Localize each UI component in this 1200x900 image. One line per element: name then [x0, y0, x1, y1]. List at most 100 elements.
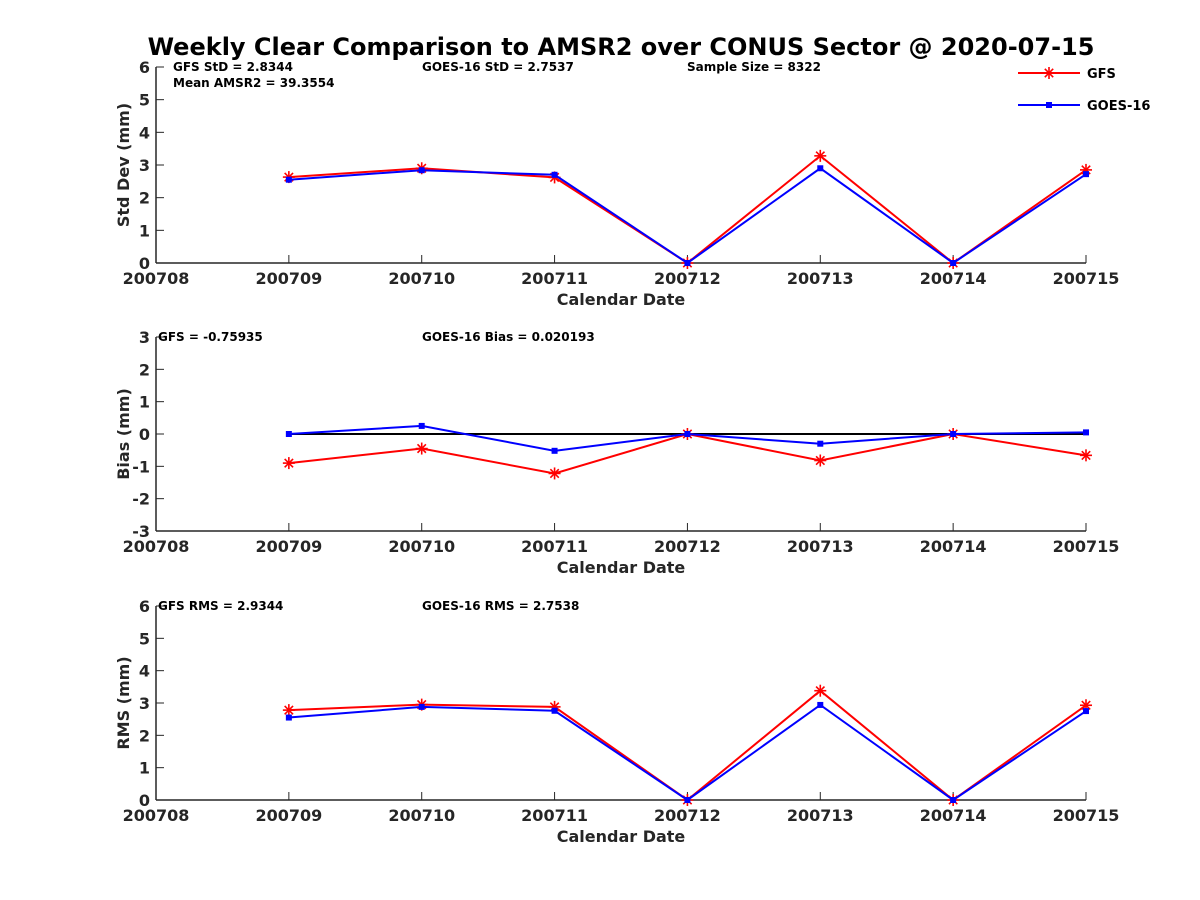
data-point-gfs	[814, 454, 827, 467]
data-point-goes-16	[950, 260, 957, 266]
x-tick-label: 200711	[521, 806, 588, 825]
stat-annotation: GOES-16 StD = 2.7537	[422, 60, 574, 74]
y-tick-label: -3	[132, 522, 150, 541]
x-tick-label: 200714	[920, 269, 987, 288]
data-point-goes-16	[285, 176, 292, 183]
y-tick-label: 3	[139, 328, 150, 347]
y-tick-label: 6	[139, 58, 150, 77]
data-point-goes-16	[817, 440, 824, 447]
stat-annotation: Sample Size = 8322	[687, 60, 821, 74]
legend-marker-square	[1046, 102, 1052, 108]
x-tick-label: 200712	[654, 806, 721, 825]
stat-annotation: GOES-16 Bias = 0.020193	[422, 330, 595, 344]
y-axis-label: Std Dev (mm)	[114, 103, 133, 227]
x-tick-label: 200708	[123, 269, 190, 288]
x-tick-label: 200710	[388, 269, 455, 288]
x-tick-label: 200709	[255, 537, 322, 556]
x-tick-label: 200713	[787, 806, 854, 825]
legend: GFS GOES-16	[1018, 67, 1150, 114]
figure-title: Weekly Clear Comparison to AMSR2 over CO…	[148, 33, 1095, 61]
x-tick-label: 200712	[654, 537, 721, 556]
data-point-gfs	[282, 704, 295, 717]
data-point-goes-16	[285, 431, 292, 437]
series-line-goes-16	[288, 703, 1087, 802]
chart-panel-2: -3 -2 -1 0 1 2 3 200708 200709 200710 200711 200712…	[114, 328, 1119, 577]
data-point-goes-16	[285, 714, 292, 721]
y-tick-label: 4	[139, 662, 150, 681]
data-point-gfs	[814, 149, 827, 162]
y-axis-label: Bias (mm)	[114, 388, 133, 480]
data-point-goes-16	[817, 165, 824, 172]
x-tick-label: 200714	[920, 537, 987, 556]
data-point-gfs	[415, 442, 428, 455]
y-tick-label: 0	[139, 254, 150, 273]
x-axis-label: Calendar Date	[557, 558, 686, 577]
y-tick-label: 4	[139, 123, 150, 142]
y-tick-label: 1	[139, 221, 150, 240]
stat-annotation: Mean AMSR2 = 39.3554	[173, 76, 334, 90]
x-tick-label: 200713	[787, 269, 854, 288]
data-point-goes-16	[817, 701, 824, 708]
data-point-gfs	[814, 684, 827, 697]
x-tick-label: 200709	[255, 269, 322, 288]
x-tick-label: 200715	[1053, 269, 1120, 288]
x-tick-label: 200710	[388, 537, 455, 556]
stat-annotation: GFS StD = 2.8344	[173, 60, 293, 74]
x-tick-label: 200713	[787, 537, 854, 556]
y-tick-label: -1	[132, 457, 150, 476]
data-point-goes-16	[551, 171, 558, 178]
y-tick-label: 6	[139, 597, 150, 616]
y-tick-label: 3	[139, 156, 150, 175]
data-point-gfs	[548, 467, 561, 480]
data-point-goes-16	[418, 167, 425, 174]
data-point-goes-16	[684, 431, 691, 437]
x-tick-label: 200709	[255, 806, 322, 825]
series-line-goes-16	[288, 167, 1087, 265]
x-axis-label: Calendar Date	[557, 827, 686, 846]
stat-annotation: GFS RMS = 2.9344	[158, 599, 283, 613]
y-tick-label: 5	[139, 91, 150, 110]
y-tick-label: 5	[139, 629, 150, 648]
x-tick-label: 200708	[123, 806, 190, 825]
y-tick-label: 3	[139, 694, 150, 713]
data-point-goes-16	[1083, 171, 1089, 178]
x-tick-label: 200715	[1053, 537, 1120, 556]
data-point-goes-16	[551, 707, 558, 714]
x-tick-label: 200710	[388, 806, 455, 825]
x-tick-label: 200712	[654, 269, 721, 288]
x-tick-label: 200711	[521, 537, 588, 556]
legend-marker-star	[1044, 68, 1054, 78]
data-point-gfs	[282, 457, 295, 470]
y-tick-label: 1	[139, 759, 150, 778]
data-point-gfs	[1080, 449, 1092, 462]
y-tick-label: 2	[139, 189, 150, 208]
data-point-goes-16	[684, 260, 691, 266]
legend-label: GOES-16	[1087, 99, 1150, 114]
y-tick-label: 0	[139, 425, 150, 444]
data-point-goes-16	[418, 703, 425, 710]
data-point-goes-16	[1083, 429, 1089, 436]
y-axis-label: RMS (mm)	[114, 656, 133, 749]
chart-panel-3: 0 1 2 3 4 5 6 200708 200709 200710 200711 200712 200…	[114, 597, 1119, 846]
stat-annotation: GOES-16 RMS = 2.7538	[422, 599, 579, 613]
x-tick-label: 200714	[920, 806, 987, 825]
x-tick-label: 200711	[521, 269, 588, 288]
y-tick-label: 1	[139, 393, 150, 412]
data-point-goes-16	[1083, 708, 1089, 715]
legend-label: GFS	[1087, 67, 1116, 82]
chart-panel-1: 0 1 2 3 4 5 6 200708 200709 200710 200711 200712 200…	[114, 58, 1150, 309]
data-point-goes-16	[418, 422, 425, 429]
data-point-goes-16	[950, 797, 957, 803]
x-tick-label: 200708	[123, 537, 190, 556]
data-point-goes-16	[551, 447, 558, 454]
stat-annotation: GFS = -0.75935	[158, 330, 263, 344]
y-tick-label: 2	[139, 360, 150, 379]
y-tick-label: 2	[139, 726, 150, 745]
y-tick-label: -2	[132, 490, 150, 509]
x-axis-label: Calendar Date	[557, 290, 686, 309]
data-point-goes-16	[684, 797, 691, 803]
y-tick-label: 0	[139, 791, 150, 810]
x-tick-label: 200715	[1053, 806, 1120, 825]
